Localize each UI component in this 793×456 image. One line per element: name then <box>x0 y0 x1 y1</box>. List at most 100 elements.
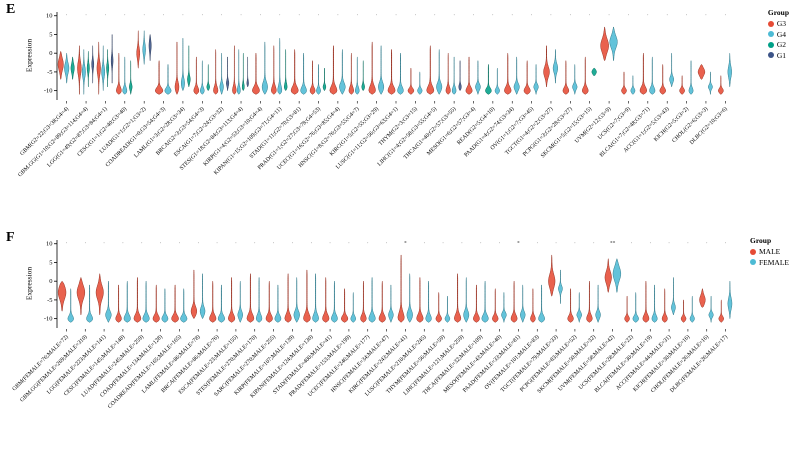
legend-entry: FEMALE <box>750 258 789 267</box>
significance-marker: · <box>103 241 105 247</box>
significance-marker: · <box>65 241 67 247</box>
violin-female <box>558 269 563 304</box>
violin-g4 <box>300 52 307 95</box>
significance-marker: · <box>356 13 358 19</box>
violin-g4 <box>533 64 539 95</box>
violin-female <box>161 288 169 323</box>
significance-marker: · <box>649 241 651 247</box>
significance-marker: · <box>84 241 86 247</box>
violin-male <box>567 288 574 323</box>
violin-male <box>360 280 367 323</box>
violin-g3 <box>116 52 122 95</box>
significance-marker: · <box>499 241 501 247</box>
violin-g4 <box>339 49 346 95</box>
violin-male <box>454 273 462 323</box>
significance-marker: · <box>473 13 475 19</box>
violin-g3 <box>659 64 666 95</box>
y-axis-title: Expression <box>24 38 34 73</box>
violin-g4 <box>236 49 241 95</box>
significance-marker: · <box>531 13 533 19</box>
legend-label: G2 <box>776 40 787 50</box>
significance-marker: · <box>647 13 649 19</box>
violin-g3 <box>679 75 685 95</box>
violin-g3 <box>523 60 531 95</box>
violin-female <box>632 292 639 323</box>
violin-male <box>95 273 104 316</box>
violin-g3 <box>445 52 451 95</box>
violin-g3 <box>426 45 435 95</box>
legend-swatch-g3 <box>767 21 774 28</box>
legend-entry: G2 <box>767 40 789 50</box>
violin-male <box>190 269 198 319</box>
violin-male <box>265 280 273 323</box>
violin-g3 <box>213 49 219 95</box>
significance-marker: · <box>105 13 107 19</box>
significance-marker: · <box>395 13 397 19</box>
legend-label: G1 <box>776 50 787 60</box>
violin-male <box>586 280 593 323</box>
significance-marker: · <box>666 13 668 19</box>
panel-sex-expression: F Expression 10 5 0 -5 -10 · GBM(FEMALE=76;MAL… <box>0 228 793 456</box>
violin-female <box>105 280 112 323</box>
violin-female <box>350 292 356 323</box>
violin-g3 <box>543 45 550 88</box>
significance-marker: · <box>453 13 455 19</box>
violin-male <box>642 280 650 323</box>
violin-g2 <box>322 67 327 91</box>
significance-marker: · <box>423 241 425 247</box>
significance-marker: · <box>201 13 203 19</box>
violin-female <box>312 273 319 323</box>
significance-marker: · <box>376 13 378 19</box>
violin-g1 <box>110 34 114 84</box>
violin-female <box>274 284 282 323</box>
violin-female <box>180 288 188 323</box>
violin-g4 <box>277 37 283 95</box>
violin-g4 <box>475 60 481 95</box>
panel-letter-E: E <box>6 2 16 17</box>
significance-marker: · <box>461 241 463 247</box>
violin-female <box>331 280 338 323</box>
significance-marker: · <box>705 13 707 19</box>
violin-g4 <box>451 56 457 95</box>
violin-g2 <box>591 67 597 76</box>
violin-g3 <box>504 52 512 95</box>
significance-marker: · <box>367 241 369 247</box>
significance-marker: · <box>240 13 242 19</box>
violin-female <box>199 273 206 319</box>
violin-female <box>217 284 225 323</box>
violin-g3 <box>309 60 316 95</box>
significance-marker: · <box>725 241 727 247</box>
violin-g3 <box>621 71 627 95</box>
violin-g3 <box>600 26 609 61</box>
violin-female <box>481 280 489 323</box>
violin-female <box>425 280 432 323</box>
violin-male <box>473 284 480 323</box>
violin-g3 <box>77 45 82 95</box>
significance-marker: · <box>348 241 350 247</box>
violin-female <box>576 292 582 323</box>
violin-female <box>612 258 622 293</box>
panel-grade-expression: E Expression 10 5 0 -5 -10 · GBM(G2=22;G3=38;G… <box>6 2 789 178</box>
violin-g3 <box>387 49 396 95</box>
significance-marker: · <box>221 13 223 19</box>
violin-g3 <box>407 67 415 95</box>
y-tick-label: 0 <box>49 50 52 57</box>
violin-g3 <box>136 30 141 69</box>
violin-female <box>520 284 526 323</box>
violin-female <box>651 284 658 323</box>
significance-marker: · <box>574 241 576 247</box>
significance-marker: · <box>414 13 416 19</box>
violin-g3 <box>174 41 180 95</box>
violin-g2 <box>361 60 365 91</box>
significance-marker: · <box>628 13 630 19</box>
violin-female <box>538 284 545 323</box>
significance-marker: * <box>517 241 520 247</box>
violin-female <box>142 280 150 323</box>
violin-g3 <box>465 56 473 95</box>
violin-female <box>708 295 714 323</box>
violin-male <box>57 280 67 312</box>
violin-g1 <box>226 56 230 91</box>
violin-g4 <box>101 45 106 91</box>
violin-g4 <box>164 64 172 95</box>
violin-g4 <box>417 71 423 95</box>
